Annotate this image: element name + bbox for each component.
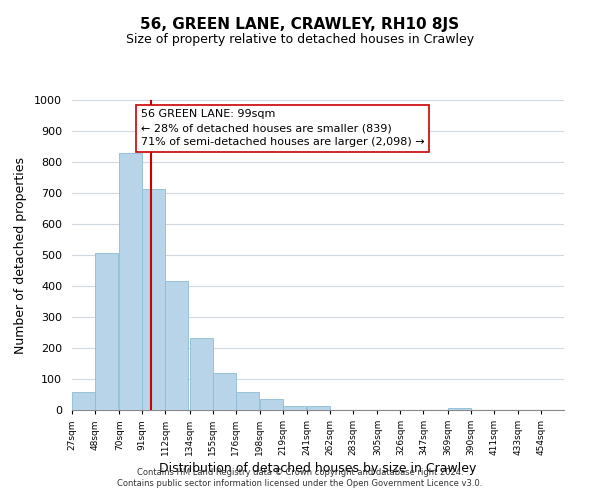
Bar bbox=[95, 254, 118, 410]
Bar bbox=[260, 399, 283, 410]
Bar bbox=[283, 406, 306, 410]
Text: Size of property relative to detached houses in Crawley: Size of property relative to detached ho… bbox=[126, 32, 474, 46]
Y-axis label: Number of detached properties: Number of detached properties bbox=[14, 156, 28, 354]
Bar bbox=[72, 392, 95, 410]
Text: 56, GREEN LANE, CRAWLEY, RH10 8JS: 56, GREEN LANE, CRAWLEY, RH10 8JS bbox=[140, 18, 460, 32]
Bar bbox=[236, 392, 259, 410]
Bar bbox=[119, 154, 142, 410]
Bar bbox=[166, 282, 188, 410]
Bar bbox=[190, 338, 212, 410]
Text: 56 GREEN LANE: 99sqm
← 28% of detached houses are smaller (839)
71% of semi-deta: 56 GREEN LANE: 99sqm ← 28% of detached h… bbox=[141, 110, 425, 148]
Bar bbox=[212, 374, 236, 410]
Bar bbox=[448, 408, 470, 410]
Bar bbox=[142, 190, 166, 410]
X-axis label: Distribution of detached houses by size in Crawley: Distribution of detached houses by size … bbox=[160, 462, 476, 475]
Text: Contains HM Land Registry data © Crown copyright and database right 2024.
Contai: Contains HM Land Registry data © Crown c… bbox=[118, 468, 482, 487]
Bar bbox=[307, 406, 330, 410]
